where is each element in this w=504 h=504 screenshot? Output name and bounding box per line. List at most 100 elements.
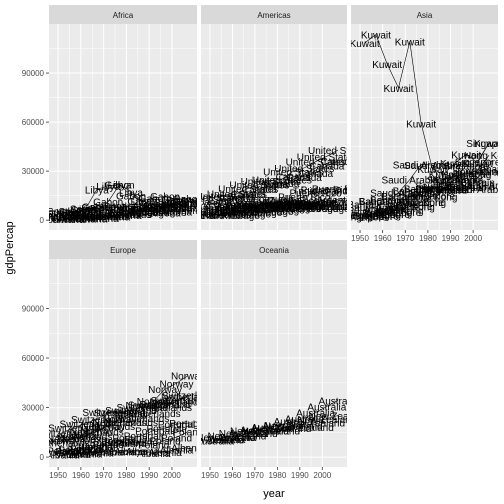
point-label: Mauritius <box>122 208 163 219</box>
facet-strip <box>49 5 197 24</box>
point-label: Albania <box>80 449 114 460</box>
point-label: Argentina <box>215 205 258 216</box>
point-label: Venezuela <box>281 199 328 210</box>
point-label: Gabon <box>127 197 157 208</box>
series-line-mauritius <box>62 202 188 218</box>
point-label: Kuwait <box>406 119 436 130</box>
y-tick-label: 60000 <box>22 118 45 127</box>
point-label: Bahrain <box>472 168 504 179</box>
point-label: New Zealand <box>286 418 345 429</box>
point-label: Puerto Rico <box>222 205 275 216</box>
point-label: New Zealand <box>309 412 368 423</box>
point-label: Singapore <box>398 198 444 209</box>
point-label: Mauritius <box>77 212 118 223</box>
point-label: Bahrain <box>426 186 460 197</box>
point-label: Algeria <box>70 212 102 223</box>
point-label: Trinidad and Tobago <box>281 198 372 209</box>
point-label: Norway <box>114 410 148 421</box>
point-label: Libya <box>96 182 120 193</box>
point-label: Canada <box>231 190 266 201</box>
point-label: Hong Kong <box>351 210 401 221</box>
point-label: United States <box>252 175 312 186</box>
point-label: Portugal <box>112 434 149 445</box>
point-label: Venezuela <box>292 200 339 211</box>
point-label: Poland <box>47 446 78 457</box>
y-tick-label: 90000 <box>22 69 45 78</box>
point-label: Australia <box>206 435 245 446</box>
point-label: Netherlands <box>58 432 112 443</box>
point-label: Libya <box>108 180 132 191</box>
point-label: Gabon <box>59 208 89 219</box>
point-label: Gabon <box>105 181 135 192</box>
point-label: Botswana <box>52 215 96 226</box>
point-label: United States <box>207 190 267 201</box>
point-label: Singapore <box>410 191 456 202</box>
point-label: Norway <box>68 431 102 442</box>
point-label: Hong Kong <box>430 176 480 187</box>
point-label: Hong Kong <box>373 206 423 217</box>
point-label: Australia <box>274 417 313 428</box>
series-line-japan <box>364 168 490 216</box>
point-label: Switzerland <box>71 415 123 426</box>
point-label: United States <box>274 164 334 175</box>
point-label: United States <box>297 152 357 163</box>
x-tick-label: 1970 <box>396 234 414 243</box>
series-line-argentina <box>214 199 339 211</box>
point-label: Puerto Rico <box>278 192 331 203</box>
point-label: Saudi Arabia <box>381 176 438 187</box>
point-label: Trinidad and Tobago <box>293 187 384 198</box>
point-label: Kuwait <box>350 39 380 50</box>
point-label: New Zealand <box>219 429 278 440</box>
point-label: Mauritius <box>65 212 106 223</box>
point-label: Hong Kong <box>441 170 491 181</box>
point-label: Argentina <box>283 201 326 212</box>
point-label: Kuwait <box>372 60 402 71</box>
point-label: Argentina <box>193 207 236 218</box>
point-label: Puerto Rico <box>289 188 342 199</box>
point-label: Netherlands <box>70 428 124 439</box>
y-tick-label: 30000 <box>22 167 45 176</box>
point-label: New Zealand <box>297 415 356 426</box>
point-label: Singapore <box>353 212 399 223</box>
point-label: Hong Kong <box>396 198 446 209</box>
x-tick-label: 1990 <box>140 471 158 480</box>
point-label: Mauritius <box>42 213 83 224</box>
point-label: Australia <box>296 409 335 420</box>
point-label: Switzerland <box>105 406 157 417</box>
point-label: Botswana <box>41 215 85 226</box>
point-label: Switzerland <box>82 408 134 419</box>
point-label: Poland <box>58 445 89 456</box>
point-label: Kuwait <box>440 159 470 170</box>
point-label: Saudi Arabia <box>438 183 495 194</box>
point-label: Gabon <box>116 192 146 203</box>
point-label: Poland <box>70 444 101 455</box>
point-label: Singapore <box>387 202 433 213</box>
point-label: Switzerland <box>94 409 146 420</box>
series-line-new-zealand <box>214 415 339 440</box>
series-line-algeria <box>62 209 188 217</box>
point-label: Saudi Arabia <box>348 203 405 214</box>
point-label: Switzerland <box>60 419 112 430</box>
point-label: Hong Kong <box>362 209 412 220</box>
point-label: Libya <box>51 212 75 223</box>
facet-strip <box>49 240 197 259</box>
point-label: Albania <box>57 450 91 461</box>
point-label: United States <box>308 146 368 157</box>
point-label: Singapore <box>376 208 422 219</box>
point-label: Norway <box>160 379 194 390</box>
point-label: Canada <box>309 162 344 173</box>
point-label: Botswana <box>120 206 164 217</box>
point-label: Australia <box>307 402 346 413</box>
point-label: Japan <box>385 200 412 211</box>
point-label: Poland <box>138 440 169 451</box>
point-label: Libya <box>85 186 109 197</box>
panel-data: AustraliaAustraliaAustraliaAustraliaAust… <box>201 396 368 447</box>
point-label: Poland <box>172 428 203 439</box>
point-label: Gabon <box>139 194 169 205</box>
point-label: Saudi Arabia <box>427 176 484 187</box>
point-label: Norway <box>148 385 182 396</box>
point-label: Argentina <box>249 200 292 211</box>
point-label: Libya <box>62 211 86 222</box>
series-line-saudi-arabia <box>364 163 490 210</box>
